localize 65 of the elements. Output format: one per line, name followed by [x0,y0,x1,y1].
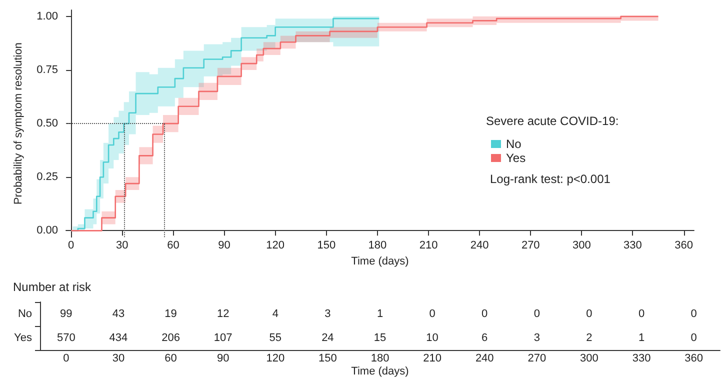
data-label: 6 [482,332,488,344]
data-label: 0 [690,308,697,320]
x-tick-label: 120 [266,240,285,252]
x-tick-label: 0 [68,240,74,252]
chart-title: Number at risk [13,280,92,294]
x-tick-label: 0 [63,352,70,364]
data-label: 4 [272,308,278,320]
data-label: 0 [482,308,488,320]
data-label: 2 [586,332,592,344]
data-label: 1 [638,332,645,344]
data-label: 3 [534,332,540,344]
data-label: 43 [112,308,125,320]
x-tick-label: 270 [521,240,540,252]
y-axis-title: Probability of symptom resolution [12,42,24,205]
legend-label: No [506,137,522,151]
data-label: 55 [269,332,282,344]
y-tick-label: 0.25 [36,171,58,184]
x-tick-label: 180 [370,352,390,364]
x-tick-label: 240 [470,240,489,252]
data-label: 1 [376,308,384,320]
x-tick-label: 300 [580,352,598,364]
data-label: 24 [322,332,334,344]
x-tick-label: 210 [423,352,442,364]
x-tick-label: 330 [624,240,642,252]
data-label: 3 [324,308,331,320]
y-tick-label: 0.75 [36,64,58,76]
data-label: 15 [374,332,386,344]
annotation: Log-rank test: p<0.001 [490,172,611,186]
x-tick-label: 150 [318,352,337,364]
data-label: 0 [429,308,436,320]
data-label: 0 [638,308,645,320]
x-tick-label: 360 [674,240,693,252]
x-tick-label: 30 [116,240,128,252]
x-tick-label: 330 [632,352,651,364]
data-label: 0 [534,308,540,320]
data-label: 434 [109,332,128,344]
x-tick-label: 60 [164,352,177,364]
data-label: 0 [690,332,697,344]
x-tick-label: 150 [317,240,336,252]
x-tick-label: 120 [266,352,285,364]
legend-label: Yes [506,151,526,165]
data-label: 10 [426,332,438,344]
legend-title: Severe acute COVID-19: [486,114,619,128]
data-label: 0 [586,308,592,320]
x-axis-title: Time (days) [351,256,409,268]
data-label: 206 [162,332,180,344]
x-tick-label: 270 [528,352,546,364]
y-tick-label: 0.50 [36,118,58,130]
y-tick-label: 0.00 [36,224,58,237]
x-tick-label: 300 [572,240,591,252]
y-tick-label: 1.00 [36,10,58,22]
data-label: 107 [214,332,232,344]
data-label: 12 [216,308,230,320]
x-tick-label: 240 [475,352,494,364]
data-label: 570 [56,332,76,344]
x-tick-label: 30 [112,352,125,364]
data-label: 99 [60,308,72,320]
x-tick-label: 180 [368,240,387,252]
x-tick-label: 60 [167,240,180,252]
data-label: 19 [164,308,177,320]
x-axis-title: Time (days) [351,366,409,378]
x-tick-label: 90 [216,352,230,364]
x-tick-label: 90 [218,240,230,252]
x-tick-label: 360 [684,352,704,364]
x-tick-label: 210 [419,240,438,252]
